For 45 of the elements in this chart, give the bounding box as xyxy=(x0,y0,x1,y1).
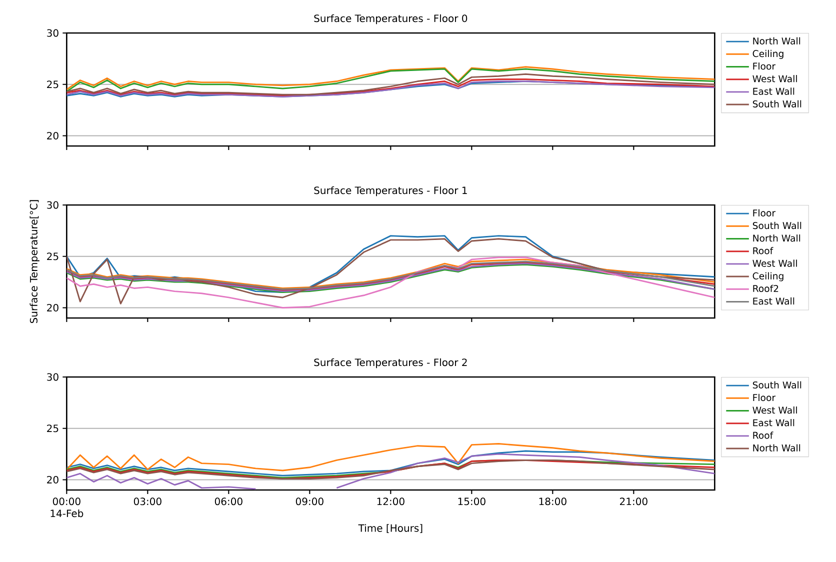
legend-label: Roof2 xyxy=(753,284,778,292)
legend-label: Floor xyxy=(753,209,776,216)
legend-label: West Wall xyxy=(752,260,797,267)
y-axis-title: Surface Temperature[°C] xyxy=(30,200,40,324)
chart-title: Surface Temperatures - Floor 2 xyxy=(314,358,467,368)
y-tick-label: 20 xyxy=(47,132,58,140)
line-series xyxy=(66,443,715,472)
legend-label: Floor xyxy=(753,394,776,402)
y-tick-label: 20 xyxy=(47,476,58,484)
legend-label: East Wall xyxy=(753,419,794,426)
x-tick-label: 09:00 xyxy=(296,498,324,506)
legend-label: Roof xyxy=(753,247,774,254)
line-series xyxy=(66,238,715,304)
legend-label: West Wall xyxy=(752,75,797,82)
y-tick-label: 25 xyxy=(47,424,58,432)
x-tick-label: 21:00 xyxy=(620,498,648,506)
line-series xyxy=(66,256,715,308)
legend-label: Roof xyxy=(753,432,774,439)
chart-title: Surface Temperatures - Floor 0 xyxy=(314,14,468,24)
legend-label: South Wall xyxy=(752,222,802,230)
y-tick-label: 25 xyxy=(47,80,58,88)
chart-title: Surface Temperatures - Floor 1 xyxy=(314,186,467,196)
y-tick-label: 30 xyxy=(47,201,58,209)
x-axis-title: Time [Hours] xyxy=(358,524,422,534)
y-tick-label: 20 xyxy=(47,304,58,312)
legend-label: Floor xyxy=(753,62,776,70)
legend-label: North Wall xyxy=(753,37,800,44)
x-tick-label: 03:00 xyxy=(134,498,162,506)
x-tick-label: 18:00 xyxy=(539,498,566,506)
y-tick-label: 30 xyxy=(47,29,58,37)
legend-label: Ceiling xyxy=(752,50,784,59)
legend-label: South Wall xyxy=(752,100,802,108)
x-tick-label: 15:00 xyxy=(458,498,486,506)
legend-label: East Wall xyxy=(753,88,794,95)
x-tick-label: 06:00 xyxy=(214,498,242,506)
legend-label: West Wall xyxy=(752,406,797,414)
legend-label: East Wall xyxy=(753,297,794,305)
y-tick-label: 25 xyxy=(47,252,58,260)
legend-label: North Wall xyxy=(753,444,800,452)
legend-label: Ceiling xyxy=(752,272,784,282)
x-tick-label: 12:00 xyxy=(377,498,404,506)
legend-label: North Wall xyxy=(753,234,800,242)
x-tick-label: 00:00 14-Feb xyxy=(50,498,84,518)
legend-label: South Wall xyxy=(752,381,802,388)
y-tick-label: 30 xyxy=(47,373,58,381)
